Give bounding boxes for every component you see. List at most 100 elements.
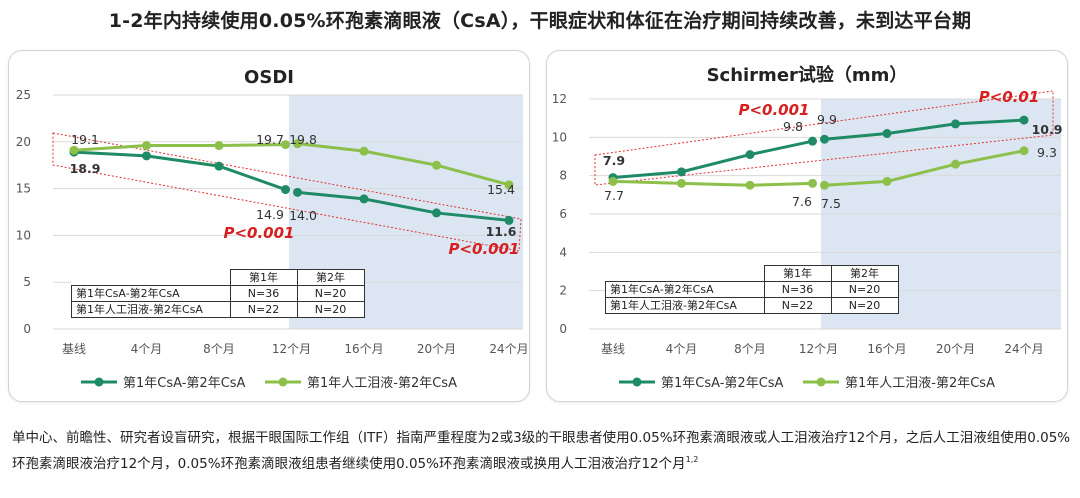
data-label: 10.9 — [1032, 122, 1063, 137]
legend-entry-2: 第1年人工泪液-第2年CsA — [307, 376, 457, 391]
y-tick-label: 15 — [16, 182, 31, 196]
data-label: 19.7 — [256, 132, 284, 147]
legend-entry-2: 第1年人工泪液-第2年CsA — [845, 376, 995, 391]
x-tick-label: 20个月 — [936, 342, 975, 356]
y-tick-label: 20 — [16, 135, 31, 149]
data-point — [1019, 146, 1029, 156]
x-tick-label: 8个月 — [734, 342, 766, 356]
table-row-label: 第1年CsA-第2年CsA — [71, 285, 231, 302]
x-tick-label: 20个月 — [417, 342, 456, 356]
data-point — [142, 141, 151, 151]
table-row-label: 第1年人工泪液-第2年CsA — [605, 297, 765, 314]
series-line-2 — [612, 179, 813, 187]
x-tick-label: 8个月 — [203, 342, 235, 356]
table-row-label: 第1年CsA-第2年CsA — [605, 281, 765, 298]
data-point — [882, 176, 892, 186]
y-tick-label: 0 — [23, 322, 31, 336]
data-label: 7.5 — [821, 196, 841, 211]
page-title: 1-2年内持续使用0.05%环孢素滴眼液（CsA），干眼症状和体征在治疗期间持续… — [108, 10, 972, 32]
data-label: 19.8 — [289, 132, 317, 147]
data-label: 9.3 — [1037, 145, 1057, 160]
chart-title: OSDI — [244, 67, 294, 88]
table-cell: N=22 — [763, 297, 832, 314]
table-cell: N=22 — [229, 301, 298, 318]
data-point — [820, 134, 829, 144]
data-point — [281, 140, 290, 150]
y-tick-label: 10 — [16, 228, 31, 242]
y-tick-label: 10 — [552, 130, 567, 144]
data-point — [359, 146, 369, 156]
legend-marker-2 — [278, 377, 288, 387]
series-line-1 — [824, 118, 1025, 141]
data-point — [504, 180, 514, 190]
series-line-1 — [73, 150, 286, 191]
data-point — [745, 180, 755, 190]
table-header-year2: 第2年 — [296, 269, 365, 286]
y-tick-label: 5 — [23, 275, 31, 289]
table-cell: N=20 — [830, 297, 899, 314]
series-line-1 — [612, 139, 813, 180]
data-point — [745, 150, 755, 160]
p-value-label: P<0.001 — [738, 101, 809, 119]
data-label: 14.9 — [256, 207, 284, 222]
data-point — [808, 178, 817, 188]
table-header-year1: 第1年 — [763, 265, 832, 282]
data-label: 7.9 — [603, 153, 625, 168]
x-tick-label: 基线 — [62, 342, 86, 356]
data-point — [214, 141, 224, 151]
data-point — [820, 180, 829, 190]
x-tick-label: 16个月 — [867, 342, 906, 356]
data-label: 15.4 — [487, 182, 515, 197]
footnote-text: 单中心、前瞻性、研究者设盲研究，根据干眼国际工作组（ITF）指南严重程度为2或3… — [12, 430, 1071, 472]
series-line-1 — [297, 190, 510, 222]
legend-marker-1 — [94, 377, 104, 387]
table-cell: N=20 — [830, 281, 899, 298]
data-point — [951, 119, 960, 129]
table-cell: N=20 — [296, 301, 365, 318]
data-point — [504, 215, 514, 225]
table-header-year1: 第1年 — [229, 269, 298, 286]
data-point — [69, 145, 79, 155]
table-corner — [605, 265, 765, 282]
y-tick-label: 6 — [559, 207, 567, 221]
data-point — [808, 136, 817, 146]
schirmer-chart: 0 2 4 6 8 10 12 基线 4个月 8个月 12个月 16个月 20个月 24个月 Schirme… — [552, 64, 1063, 391]
x-tick-label: 24个月 — [1004, 342, 1043, 356]
table-cell: N=36 — [229, 285, 298, 302]
study-footnote: 单中心、前瞻性、研究者设盲研究，根据干眼国际工作组（ITF）指南严重程度为2或3… — [12, 428, 1072, 475]
data-point — [142, 151, 151, 161]
x-tick-label: 基线 — [601, 342, 625, 356]
x-tick-label: 4个月 — [131, 342, 163, 356]
data-label: 7.6 — [792, 194, 812, 209]
data-point — [293, 139, 302, 149]
chart-title: Schirmer试验（mm） — [707, 64, 908, 86]
y-tick-label: 4 — [559, 245, 567, 259]
y-tick-label: 8 — [559, 169, 567, 183]
table-cell: N=20 — [296, 285, 365, 302]
x-tick-label: 16个月 — [344, 342, 383, 356]
p-value-label: P<0.001 — [223, 224, 294, 242]
data-label: 19.1 — [71, 132, 99, 147]
significance-band — [594, 90, 1054, 186]
osdi-chart-panel: 0 5 10 15 20 25 基线 4个月 8个月 12个月 16个月 20个月 24个月 OSDI 19… — [8, 50, 530, 402]
table-corner — [71, 269, 231, 286]
data-label: 9.9 — [817, 112, 837, 127]
series-line-2 — [73, 143, 286, 152]
data-point — [677, 167, 686, 177]
osdi-sample-table: 第1年 第2年 第1年CsA-第2年CsA N=36 N=20 第1年人工泪液-… — [71, 269, 365, 318]
schirmer-chart-panel: 0 2 4 6 8 10 12 基线 4个月 8个月 12个月 16个月 20个月 24个月 Schirme… — [546, 50, 1068, 402]
legend-entry-1: 第1年CsA-第2年CsA — [123, 376, 246, 391]
table-cell: N=36 — [763, 281, 832, 298]
footnote-refs: 1,2 — [685, 455, 699, 464]
y-tick-label: 0 — [559, 322, 567, 336]
series-line-2 — [297, 142, 510, 187]
schirmer-sample-table: 第1年 第2年 第1年CsA-第2年CsA N=36 N=20 第1年人工泪液-… — [605, 265, 899, 314]
data-label: 18.9 — [70, 161, 101, 176]
x-tick-label: 4个月 — [666, 342, 698, 356]
data-point — [882, 129, 892, 138]
data-point — [281, 185, 290, 195]
y-tick-label: 12 — [552, 92, 567, 106]
data-point — [1019, 115, 1029, 125]
data-point — [432, 208, 441, 218]
data-label: 7.7 — [604, 188, 624, 203]
